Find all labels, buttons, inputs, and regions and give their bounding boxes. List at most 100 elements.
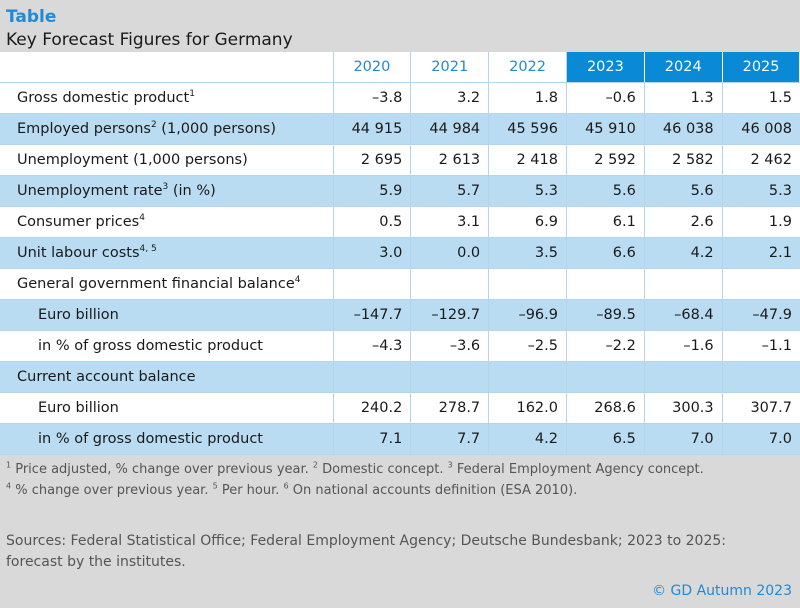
sources-note: Sources: Federal Statistical Office; Fed… (6, 533, 726, 570)
row-label: Euro billion (0, 299, 334, 331)
cell-2023: 6.6 (566, 237, 645, 269)
cell-2024: 1.3 (644, 82, 723, 114)
footnote-marker: 4 (6, 481, 12, 491)
cell-2024: 300.3 (644, 392, 723, 424)
cell-2024: –68.4 (644, 299, 723, 331)
cell-2021: 0.0 (410, 237, 490, 269)
footnote-ref: 4 (294, 275, 301, 286)
row-label: Gross domestic product1 (0, 82, 334, 114)
footnote-ref: 4, 5 (139, 244, 157, 255)
cell-2024: 7.0 (644, 423, 723, 455)
cell-2023: 45 910 (566, 113, 645, 145)
cell-2022: 3.5 (488, 237, 567, 269)
column-header-2020: 2020 (333, 52, 412, 83)
cell-2022: 162.0 (488, 392, 567, 424)
column-header-2025: 2025 (722, 52, 800, 83)
table-header: Table Key Forecast Figures for Germany (6, 6, 293, 52)
row-label-header (0, 52, 334, 83)
cell-2020: 7.1 (333, 423, 412, 455)
cell-2022: 4.2 (488, 423, 567, 455)
footnote-ref: 3 (162, 182, 169, 193)
row-label: Consumer prices4 (0, 206, 334, 238)
row-label-text: Gross domestic product (17, 90, 190, 106)
cell-2025: 5.3 (722, 175, 800, 207)
table-row: Unit labour costs4, 5 3.0 0.0 3.5 6.6 4.2 2.1 (0, 237, 800, 269)
cell-2024: 5.6 (644, 175, 723, 207)
forecast-table: 2020 2021 2022 2023 2024 2025 Gross domestic … (0, 52, 800, 455)
cell-2021 (410, 361, 490, 393)
column-header-2021: 2021 (410, 52, 490, 83)
cell-2020: –147.7 (333, 299, 412, 331)
table-row: Euro billion 240.2 278.7 162.0 268.6 300.3 307… (0, 392, 800, 424)
cell-2023 (566, 361, 645, 393)
row-label: Current account balance (0, 361, 334, 393)
cell-2023: 268.6 (566, 392, 645, 424)
cell-2022: 1.8 (488, 82, 567, 114)
row-label-text: Current account balance (17, 369, 196, 385)
cell-2022 (488, 268, 567, 300)
cell-2020: –3.8 (333, 82, 412, 114)
cell-2020: –4.3 (333, 330, 412, 362)
cell-2024 (644, 268, 723, 300)
table-row: General government financial balance4 (0, 268, 800, 300)
cell-2020 (333, 268, 412, 300)
cell-2023: 5.6 (566, 175, 645, 207)
table-title: Key Forecast Figures for Germany (6, 30, 293, 50)
cell-2025: 1.5 (722, 82, 800, 114)
row-label-suffix: (1,000 persons) (156, 121, 277, 137)
table-row: in % of gross domestic product –4.3 –3.6 –2… (0, 330, 800, 362)
cell-2021: 2 613 (410, 144, 490, 176)
cell-2023 (566, 268, 645, 300)
row-label: Unemployment (1,000 persons) (0, 144, 334, 176)
copyright: © GD Autumn 2023 (652, 583, 792, 599)
cell-2024: 2 582 (644, 144, 723, 176)
row-label-text: Unemployment rate (17, 183, 163, 199)
footnote-line-1: 1 Price adjusted, % change over previous… (6, 459, 796, 480)
cell-2021: 3.2 (410, 82, 490, 114)
row-label-text: in % of gross domestic product (38, 431, 263, 447)
cell-2022: 2 418 (488, 144, 567, 176)
cell-2020: 44 915 (333, 113, 412, 145)
cell-2023: 6.1 (566, 206, 645, 238)
column-header-2023: 2023 (566, 52, 645, 83)
footnote-marker: 5 (212, 481, 218, 491)
cell-2021: 7.7 (410, 423, 490, 455)
cell-2025: –1.1 (722, 330, 800, 362)
row-label: General government financial balance4 (0, 268, 334, 300)
footnote-text: Federal Employment Agency concept. (452, 462, 704, 477)
row-label: Employed persons2 (1,000 persons) (0, 113, 334, 145)
row-label: Euro billion (0, 392, 334, 424)
cell-2020: 2 695 (333, 144, 412, 176)
cell-2025: 307.7 (722, 392, 800, 424)
footnote-ref: 1 (189, 89, 195, 100)
footnote-marker: 3 (447, 460, 453, 470)
cell-2025 (722, 268, 800, 300)
cell-2020: 3.0 (333, 237, 412, 269)
row-label-suffix: (in %) (168, 183, 216, 199)
cell-2024 (644, 361, 723, 393)
footnote-text: Domestic concept. (318, 462, 448, 477)
cell-2021: 278.7 (410, 392, 490, 424)
cell-2021: 3.1 (410, 206, 490, 238)
cell-2020: 240.2 (333, 392, 412, 424)
footnotes: 1 Price adjusted, % change over previous… (6, 459, 796, 501)
cell-2023: 6.5 (566, 423, 645, 455)
cell-2020: 5.9 (333, 175, 412, 207)
row-label-text: Consumer prices (17, 214, 140, 230)
cell-2022: 6.9 (488, 206, 567, 238)
table-row: Unemployment (1,000 persons) 2 695 2 613 2 … (0, 144, 800, 176)
footnote-ref: 4 (139, 213, 145, 224)
cell-2022: –96.9 (488, 299, 567, 331)
row-label: in % of gross domestic product (0, 330, 334, 362)
table-label: Table (6, 7, 57, 27)
cell-2025: 1.9 (722, 206, 800, 238)
cell-2025 (722, 361, 800, 393)
footnote-text: Per hour. (217, 483, 284, 498)
table-row: Euro billion –147.7 –129.7 –96.9 –89.5 –68.4–… (0, 299, 800, 331)
footnote-marker: 6 (283, 481, 289, 491)
row-label: Unit labour costs4, 5 (0, 237, 334, 269)
table-row: Unemployment rate3 (in %) 5.9 5.7 5.3 5.6 5.6… (0, 175, 800, 207)
footnote-text: On national accounts definition (ESA 201… (288, 483, 578, 498)
row-label-text: Euro billion (38, 400, 119, 416)
row-label: Unemployment rate3 (in %) (0, 175, 334, 207)
